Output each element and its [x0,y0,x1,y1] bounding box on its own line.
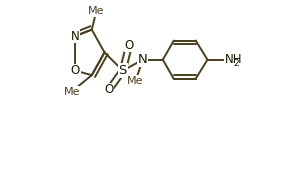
Text: Me: Me [88,6,104,16]
Text: Me: Me [63,87,80,97]
Text: O: O [71,64,80,77]
Text: N: N [71,30,80,43]
Text: 2: 2 [233,59,239,68]
Text: Me: Me [127,76,144,86]
Text: O: O [104,83,114,96]
Text: N: N [138,53,148,66]
Text: NH: NH [225,53,242,66]
Text: S: S [119,64,127,77]
Text: O: O [124,39,134,52]
